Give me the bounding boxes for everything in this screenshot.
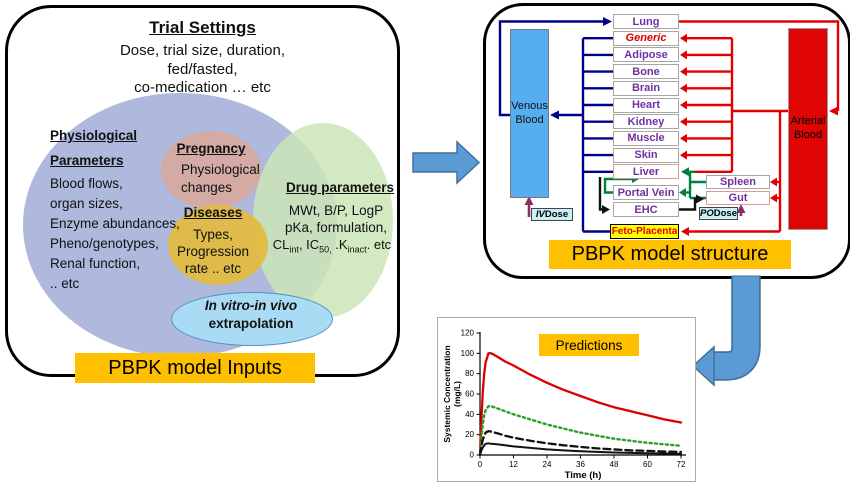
organ-box-heart: Heart [613,97,679,113]
svg-text:80: 80 [465,369,474,378]
drug-parameters-circle [253,123,393,318]
predictions-banner: Predictions [539,334,639,356]
physio-item: Blood flows, [50,176,123,191]
organ-box-feto-placenta: Feto-Placenta [610,224,679,239]
drug-parameters-heading: Drug parameters [286,180,395,195]
structure-to-predictions-arrow [691,275,761,387]
trial-settings-line-3: co-medication … etc [134,79,271,96]
physio-item: organ sizes, [50,196,123,211]
arterial-blood-box: Arterial Blood [788,28,828,230]
ivive-ellipse [171,292,333,346]
pbpk-structure-banner: PBPK model structure [549,240,791,269]
pregnancy-circle [161,131,261,209]
series-green_dotted [478,404,683,457]
series-black_solid [479,442,682,456]
series-black_dashed [478,429,683,457]
predictions-chart: 0 20 40 60 80 100 120 0 12 24 36 48 60 72 Time (h) Syst… [437,317,696,482]
organ-box-skin: Skin [613,147,679,163]
ivive-line-1: In vitro-in vivo [204,298,298,313]
organ-box-ehc: EHC [613,202,679,217]
predictions-plot: 0 20 40 60 80 100 120 0 12 24 36 48 60 72 Time (h) Syst… [442,329,686,481]
diseases-circle [168,205,268,285]
venous-blood-box: Venous Blood [510,29,549,198]
pregnancy-line: changes [181,180,233,195]
physio-item: Renal function, [50,256,141,271]
organ-box-spleen: Spleen [706,175,770,189]
svg-text:Systemic Concentration: Systemic Concentration [442,345,452,442]
ivive-text: In vitro-in vivo extrapolation [171,297,331,333]
diseases-line: Progression [176,244,250,259]
diseases-heading: Diseases [183,205,243,220]
pregnancy-line: Physiological [181,162,260,177]
pregnancy-heading: Pregnancy [176,141,246,156]
pbpk-inputs-panel: Trial Settings Dose, trial size, duratio… [5,5,400,383]
svg-text:60: 60 [465,390,474,399]
organ-box-muscle: Muscle [613,130,679,146]
svg-text:0: 0 [470,451,475,460]
pregnancy-body: Physiological changes [181,161,260,197]
diseases-line: rate .. etc [184,261,242,276]
ivive-line-2: extrapolation [208,316,294,331]
physio-item: Enzyme abundances, [50,216,180,231]
physio-item: Pheno/genotypes, [50,236,159,251]
organ-box-lung: Lung [613,14,679,29]
pbpk-inputs-banner: PBPK model Inputs [75,353,315,383]
svg-text:72: 72 [677,460,686,469]
trial-settings-title: Trial Settings [149,18,256,37]
physiological-heading: Physiological [50,128,138,143]
svg-text:100: 100 [461,349,475,358]
svg-text:48: 48 [610,460,619,469]
parameters-heading: Parameters [50,153,124,168]
physiological-items: Blood flows, organ sizes, Enzyme abundan… [50,174,180,294]
diseases-line: Types, [193,227,233,242]
svg-text:12: 12 [509,460,518,469]
organ-box-adipose: Adipose [613,47,679,63]
organ-box-portal-vein: Portal Vein [613,185,679,200]
drug-line-3: CLint, IC50, .Kinact. etc [272,237,392,255]
organ-box-liver: Liver [613,164,679,180]
physio-item: .. etc [50,276,80,291]
diseases-body: Types, Progression rate .. etc [158,226,268,277]
drug-line-1: MWt, B/P, LogP [288,203,384,218]
drug-line-2: pKa, formulation, [284,220,388,235]
organ-box-brain: Brain [613,80,679,96]
trial-settings-line-2: fed/fasted, [167,61,238,78]
svg-text:60: 60 [643,460,652,469]
svg-text:120: 120 [461,329,475,338]
svg-text:24: 24 [543,460,552,469]
inputs-to-structure-arrow [412,140,481,185]
series-red_solid [478,352,683,457]
svg-text:(mg/L): (mg/L) [452,381,462,407]
iv-dose-box: IV Dose [531,208,573,221]
svg-text:0: 0 [478,460,483,469]
organ-box-gut: Gut [706,191,770,205]
organ-box-bone: Bone [613,64,679,80]
po-dose-box: PO Dose [699,207,738,220]
organ-box-kidney: Kidney [613,114,679,130]
svg-text:40: 40 [465,410,474,419]
svg-text:Time (h): Time (h) [565,470,602,481]
trial-settings-line-1: Dose, trial size, duration, [119,42,286,59]
drug-parameters-body: MWt, B/P, LogP pKa, formulation, CLint, … [273,202,396,259]
organ-box-generic: Generic [613,30,679,46]
svg-text:36: 36 [576,460,585,469]
svg-text:20: 20 [465,430,474,439]
